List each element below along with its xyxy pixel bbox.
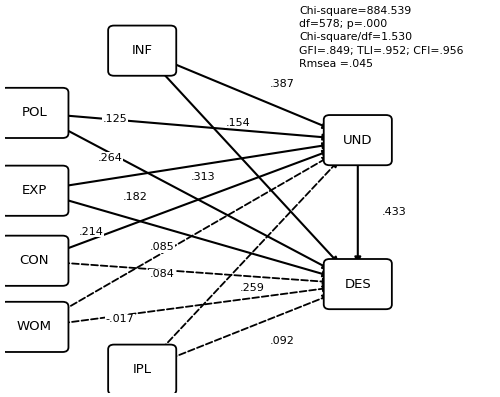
FancyBboxPatch shape [0, 236, 68, 286]
FancyBboxPatch shape [0, 88, 68, 138]
Text: .264: .264 [98, 153, 123, 163]
Text: .154: .154 [226, 118, 250, 127]
Text: CON: CON [20, 254, 49, 267]
Text: .085: .085 [150, 242, 174, 252]
Text: INF: INF [132, 44, 152, 57]
Text: .182: .182 [122, 192, 148, 202]
Text: POL: POL [22, 106, 48, 119]
Text: -.017: -.017 [106, 314, 134, 324]
FancyBboxPatch shape [0, 302, 68, 352]
Text: .387: .387 [270, 79, 294, 89]
Text: .433: .433 [382, 207, 407, 217]
Text: Chi-square=884.539
df=578; p=.000
Chi-square/df=1.530
GFI=.849; TLI=.952; CFI=.9: Chi-square=884.539 df=578; p=.000 Chi-sq… [299, 6, 464, 69]
Text: .313: .313 [191, 172, 216, 182]
FancyBboxPatch shape [324, 259, 392, 309]
FancyBboxPatch shape [108, 25, 176, 76]
Text: WOM: WOM [17, 320, 52, 333]
FancyBboxPatch shape [0, 166, 68, 216]
FancyBboxPatch shape [324, 115, 392, 165]
Text: .092: .092 [270, 335, 294, 345]
Text: .125: .125 [103, 114, 128, 124]
FancyBboxPatch shape [108, 345, 176, 395]
Text: .259: .259 [240, 283, 265, 293]
Text: .214: .214 [78, 227, 103, 237]
Text: EXP: EXP [22, 184, 47, 197]
Text: IPL: IPL [132, 363, 152, 376]
Text: .084: .084 [150, 270, 174, 279]
Text: DES: DES [344, 278, 371, 291]
Text: UND: UND [343, 134, 372, 146]
